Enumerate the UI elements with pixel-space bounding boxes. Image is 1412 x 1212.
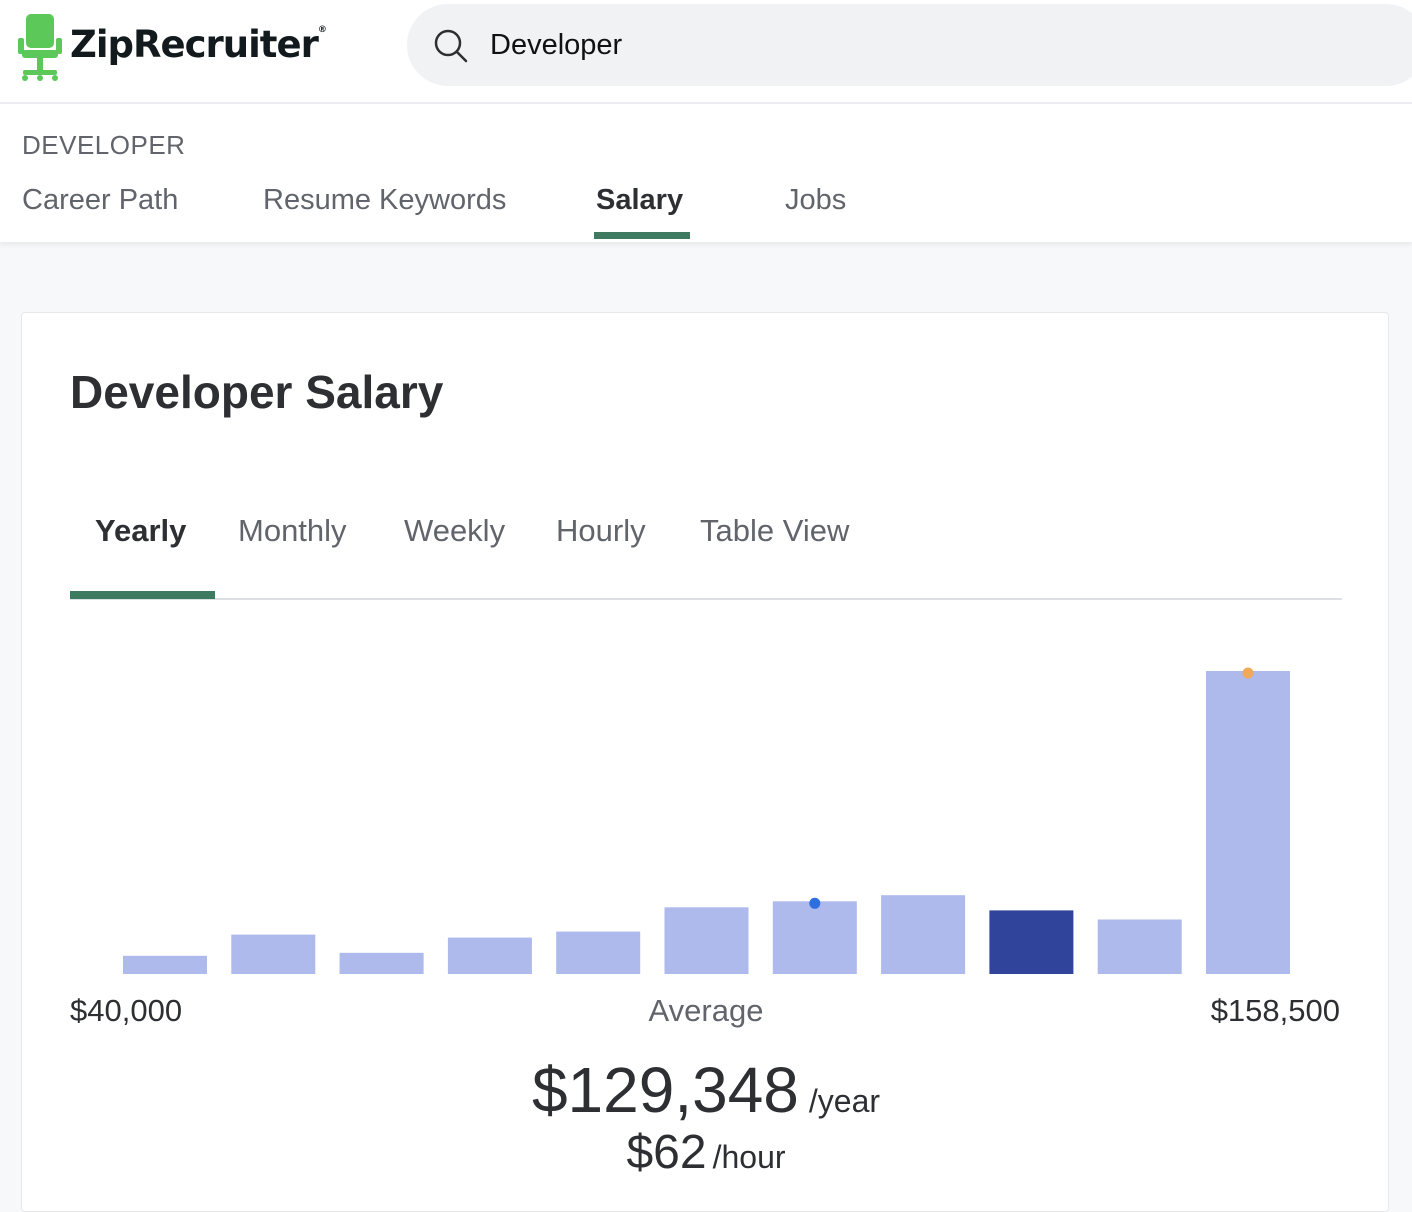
- range-max-label: $158,500: [1210, 993, 1340, 1028]
- salary-card: Developer Salary Yearly Monthly Weekly H…: [21, 312, 1389, 1212]
- job-title: DEVELOPER: [22, 130, 186, 160]
- histogram-bar[interactable]: [339, 952, 424, 974]
- top-marker-dot: [1242, 667, 1254, 679]
- yearly-unit: /year: [808, 1083, 881, 1119]
- tab-career-path[interactable]: Career Path: [22, 184, 179, 216]
- logo-text: ZipRecruiter®: [70, 22, 327, 66]
- tab-jobs[interactable]: Jobs: [785, 184, 847, 216]
- registered-mark: ®: [317, 24, 327, 35]
- active-period-indicator: [70, 591, 215, 599]
- tab-weekly[interactable]: Weekly: [404, 513, 506, 548]
- tab-monthly[interactable]: Monthly: [238, 513, 347, 548]
- tabs-divider: [70, 598, 1342, 600]
- chair-icon: [18, 14, 62, 81]
- histogram-bar[interactable]: [231, 934, 316, 974]
- hourly-unit: /hour: [712, 1139, 786, 1175]
- search-input[interactable]: Developer: [490, 29, 623, 61]
- histogram-bar[interactable]: [1097, 919, 1182, 975]
- top-bar: ZipRecruiter® Developer: [0, 0, 1412, 104]
- ziprecruiter-logo[interactable]: ZipRecruiter®: [18, 12, 327, 82]
- average-label: Average: [648, 993, 764, 1028]
- histogram-bar[interactable]: [556, 931, 641, 974]
- histogram-bar[interactable]: [1206, 671, 1290, 974]
- histogram-bar[interactable]: [881, 895, 966, 974]
- search-bar[interactable]: Developer: [407, 4, 1412, 86]
- active-tab-indicator: [594, 232, 690, 239]
- tab-resume-keywords[interactable]: Resume Keywords: [263, 184, 507, 216]
- salary-histogram: [123, 667, 1290, 975]
- yearly-amount: $129,348: [531, 1054, 799, 1126]
- range-min-label: $40,000: [70, 993, 183, 1028]
- histogram-bar-highlighted[interactable]: [989, 910, 1074, 974]
- yearly-average: $129,348/year: [22, 1053, 1390, 1127]
- tab-salary[interactable]: Salary: [596, 184, 684, 216]
- page-title: Developer Salary: [70, 366, 444, 418]
- hourly-amount: $62: [626, 1126, 707, 1179]
- histogram-bar[interactable]: [772, 901, 857, 974]
- tab-hourly[interactable]: Hourly: [556, 513, 646, 548]
- histogram-bar[interactable]: [447, 937, 532, 974]
- search-icon: [434, 29, 468, 63]
- histogram-bar[interactable]: [664, 907, 749, 974]
- job-subnav: DEVELOPER Career Path Resume Keywords Sa…: [0, 104, 1412, 242]
- tab-table-view[interactable]: Table View: [700, 513, 850, 548]
- average-marker-dot: [809, 897, 821, 909]
- tab-yearly[interactable]: Yearly: [95, 513, 187, 548]
- histogram-bar[interactable]: [123, 955, 207, 974]
- hourly-average: $62/hour: [22, 1125, 1390, 1180]
